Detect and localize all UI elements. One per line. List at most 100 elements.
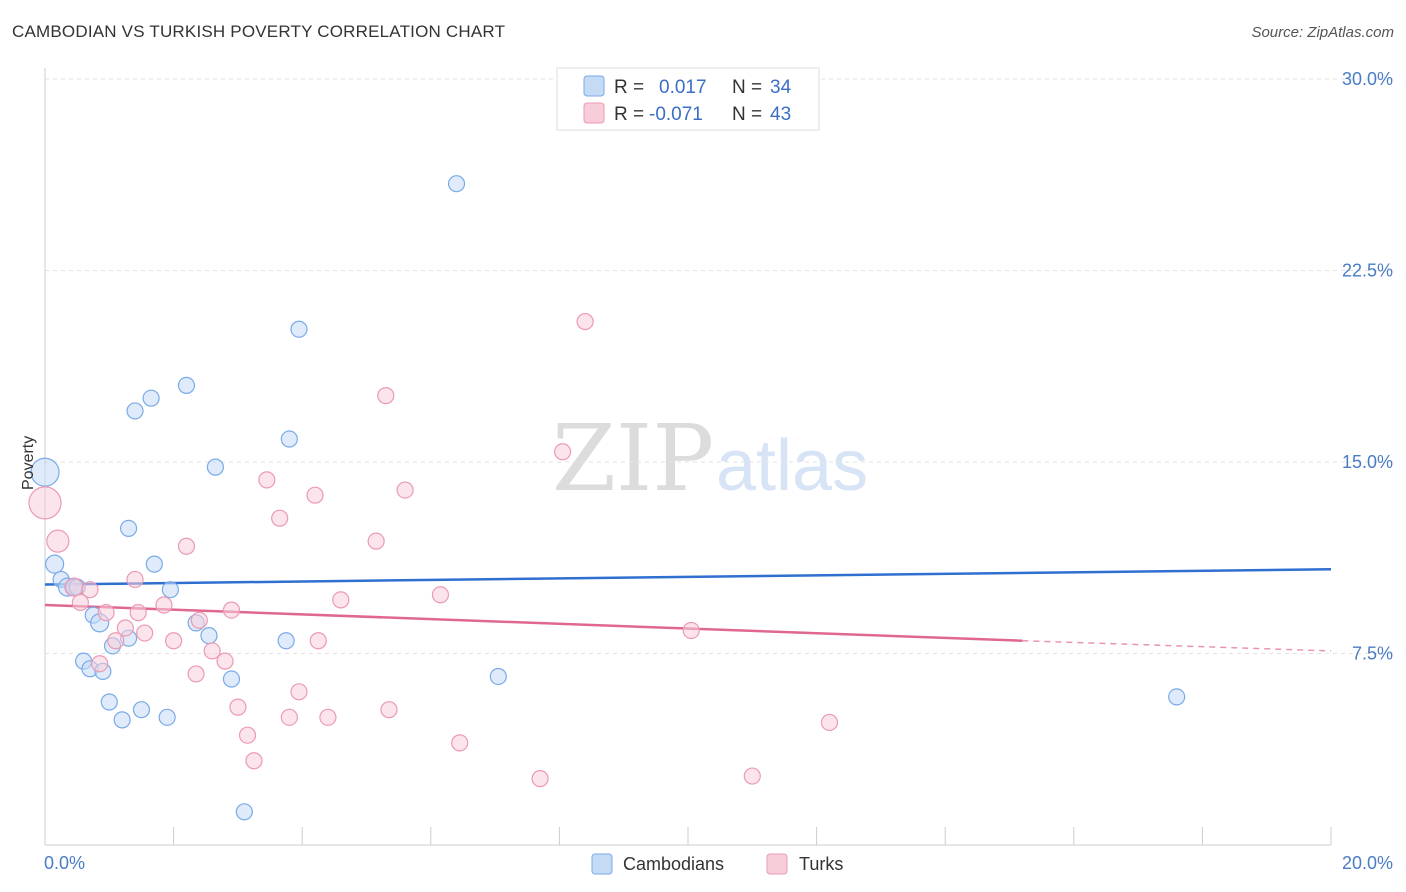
cambodians-point-14	[132, 701, 151, 719]
cambodians-point-32	[1168, 688, 1186, 706]
cambodians-point-31	[489, 667, 507, 686]
turks-point-9	[126, 570, 144, 589]
watermark-atlas: atlas	[716, 426, 868, 506]
legend-r-label-cambodians: R =	[614, 77, 644, 98]
turks-trend-line-dashed	[1022, 639, 1332, 652]
turks-point-10	[129, 604, 147, 622]
y-tick-label-2: 22.5%	[1342, 261, 1393, 281]
turks-point-1	[46, 529, 70, 553]
cambodians-point-0	[30, 457, 60, 487]
turks-point-27	[306, 486, 324, 504]
cambodians-point-24	[206, 458, 224, 476]
turks-point-17	[203, 642, 221, 660]
source-label: Source: ZipAtlas.com	[1251, 24, 1394, 41]
legend-r-label-turks: R =	[614, 104, 644, 125]
bottom-legend-swatch-turks	[766, 853, 788, 875]
turks-point-32	[377, 387, 395, 405]
turks-point-21	[238, 726, 257, 744]
y-axis-label: Poverty	[20, 436, 37, 490]
turks-point-4	[71, 593, 89, 612]
cambodians-point-17	[126, 402, 144, 420]
cambodians-point-29	[290, 320, 308, 338]
turks-point-24	[271, 509, 289, 527]
watermark-zip: ZIP	[552, 405, 714, 512]
turks-point-7	[107, 632, 125, 650]
turks-point-39	[576, 312, 594, 331]
legend-swatch-turks	[583, 102, 605, 124]
turks-point-8	[116, 619, 134, 637]
y-tick-label-1: 15.0%	[1342, 452, 1393, 472]
turks-point-40	[682, 621, 700, 640]
turks-point-36	[451, 734, 469, 752]
turks-point-0	[28, 486, 62, 520]
turks-point-29	[319, 708, 337, 726]
turks-point-15	[187, 665, 205, 683]
turks-point-13	[165, 632, 183, 650]
turks-point-34	[396, 481, 414, 499]
cambodians-point-23	[200, 627, 218, 645]
cambodians-point-26	[235, 803, 253, 821]
turks-point-2	[64, 577, 84, 597]
turks-point-41	[743, 767, 761, 785]
bottom-legend-label-cambodians: Cambodians	[623, 854, 724, 874]
y-tick-label-3: 30.0%	[1342, 69, 1393, 89]
turks-point-33	[380, 701, 398, 719]
cambodians-point-28	[280, 430, 298, 448]
cambodians-point-16	[119, 519, 138, 537]
turks-point-26	[290, 683, 308, 701]
turks-point-12	[155, 596, 173, 614]
cambodians-point-18	[142, 389, 160, 407]
turks-point-37	[531, 770, 549, 788]
legend-n-label-turks: N =	[732, 104, 762, 125]
legend-r-value-cambodians: 0.017	[659, 77, 707, 98]
trend-lines	[44, 567, 1332, 652]
cambodians-point-15	[158, 708, 176, 726]
turks-point-11	[136, 624, 154, 642]
legend-n-label-cambodians: N =	[732, 77, 762, 98]
stats-legend: R = 0.017 N = 34 R = -0.071 N = 43	[556, 67, 820, 131]
cambodians-point-1	[45, 554, 65, 574]
turks-point-42	[820, 713, 839, 732]
y-tick-label-0: 7.5%	[1352, 644, 1393, 664]
cambodians-point-12	[100, 693, 118, 711]
turks-point-23	[258, 471, 276, 489]
legend-n-value-turks: 43	[770, 104, 791, 125]
cambodians-point-21	[161, 581, 179, 599]
cambodians-trend-line	[44, 567, 1332, 586]
turks-point-19	[222, 601, 241, 619]
legend-swatch-cambodians	[583, 75, 605, 97]
bottom-legend-label-turks: Turks	[799, 854, 843, 874]
gridlines	[45, 78, 1393, 654]
turks-point-35	[431, 586, 450, 604]
turks-point-38	[554, 443, 572, 461]
data-points	[28, 175, 1186, 821]
y-tick-labels: 7.5% 15.0% 22.5% 30.0%	[1342, 69, 1393, 664]
series-legend: Cambodians Turks	[591, 853, 843, 875]
turks-point-18	[216, 652, 234, 670]
turks-point-28	[309, 632, 327, 650]
turks-trend-line	[44, 603, 1023, 642]
axes	[44, 68, 1332, 846]
turks-point-5	[91, 655, 109, 673]
legend-n-value-cambodians: 34	[770, 77, 792, 98]
legend-r-value-turks: -0.071	[649, 104, 703, 125]
turks-point-25	[280, 708, 298, 726]
x-tick-label-min: 0.0%	[44, 853, 85, 873]
turks-point-14	[177, 537, 196, 555]
turks-point-16	[190, 611, 208, 629]
cambodians-point-20	[145, 555, 163, 573]
cambodians-point-13	[113, 711, 131, 729]
chart-title: CAMBODIAN VS TURKISH POVERTY CORRELATION…	[12, 22, 506, 41]
turks-point-31	[367, 532, 385, 550]
turks-point-20	[229, 698, 247, 716]
cambodians-point-19	[177, 376, 196, 394]
cambodians-point-30	[447, 175, 466, 193]
turks-point-6	[97, 604, 115, 622]
cambodians-point-25	[222, 670, 241, 688]
cambodians-point-27	[277, 632, 295, 650]
turks-point-22	[245, 752, 263, 770]
turks-point-30	[332, 591, 350, 609]
bottom-legend-swatch-cambodians	[591, 853, 613, 875]
turks-point-3	[81, 581, 99, 599]
